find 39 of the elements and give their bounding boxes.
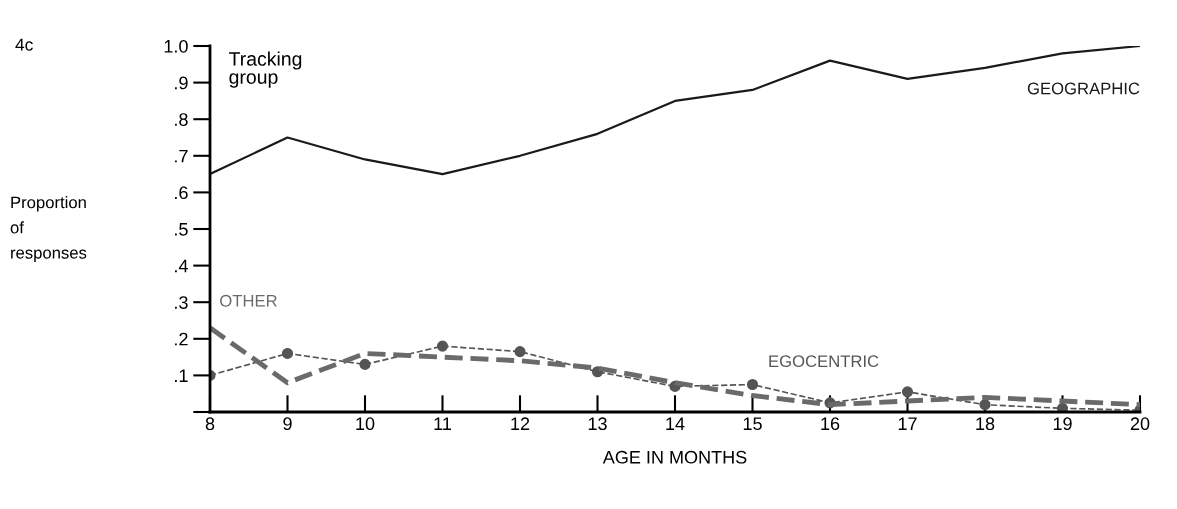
y-tick-label: .5 <box>175 223 188 236</box>
x-tick-label: 8 <box>205 417 215 431</box>
x-tick-label: 17 <box>898 417 917 430</box>
text: 4c <box>15 38 33 51</box>
x-tick-label: 20 <box>1130 417 1150 431</box>
x-tick-label: 9 <box>283 417 292 431</box>
annotation: Tracking group <box>229 51 302 88</box>
y-tick-label: .7 <box>175 149 188 163</box>
point <box>746 378 759 391</box>
point <box>436 340 449 352</box>
point <box>359 358 371 370</box>
y-tick-label: .2 <box>175 332 188 346</box>
point <box>979 399 991 411</box>
y-tick-label: 1.0 <box>164 39 188 53</box>
x-tick-label: 13 <box>588 417 607 431</box>
x-tick-label: 10 <box>356 417 375 431</box>
series-label: GEOGRAPHIC <box>1027 82 1140 95</box>
y-tick-label: .3 <box>175 296 188 309</box>
point <box>901 386 914 398</box>
line-series <box>210 46 1140 176</box>
y-tick-label: .1 <box>175 369 188 382</box>
y-tick-label: .6 <box>175 186 188 200</box>
point <box>1056 402 1069 412</box>
y-tick-label: .8 <box>175 113 188 126</box>
x-tick-label: 11 <box>434 417 451 430</box>
x-tick-label: 14 <box>666 417 685 430</box>
y-tick-label: .9 <box>175 76 188 90</box>
x-tick-label: 12 <box>511 417 530 430</box>
series-label: OTHER <box>220 294 277 307</box>
point <box>281 347 294 359</box>
series-label: EGOCENTRIC <box>769 355 879 368</box>
x-axis-title: AGE IN MONTHS <box>602 450 747 464</box>
x-tick-label: 16 <box>821 417 840 431</box>
x-tick-label: 18 <box>976 417 995 431</box>
x-tick-label: 15 <box>743 417 762 431</box>
y-tick-label: .4 <box>175 259 188 273</box>
point <box>514 346 526 358</box>
y-axis-title: Proportion of responses <box>10 196 87 262</box>
x-tick-label: 19 <box>1053 417 1072 431</box>
